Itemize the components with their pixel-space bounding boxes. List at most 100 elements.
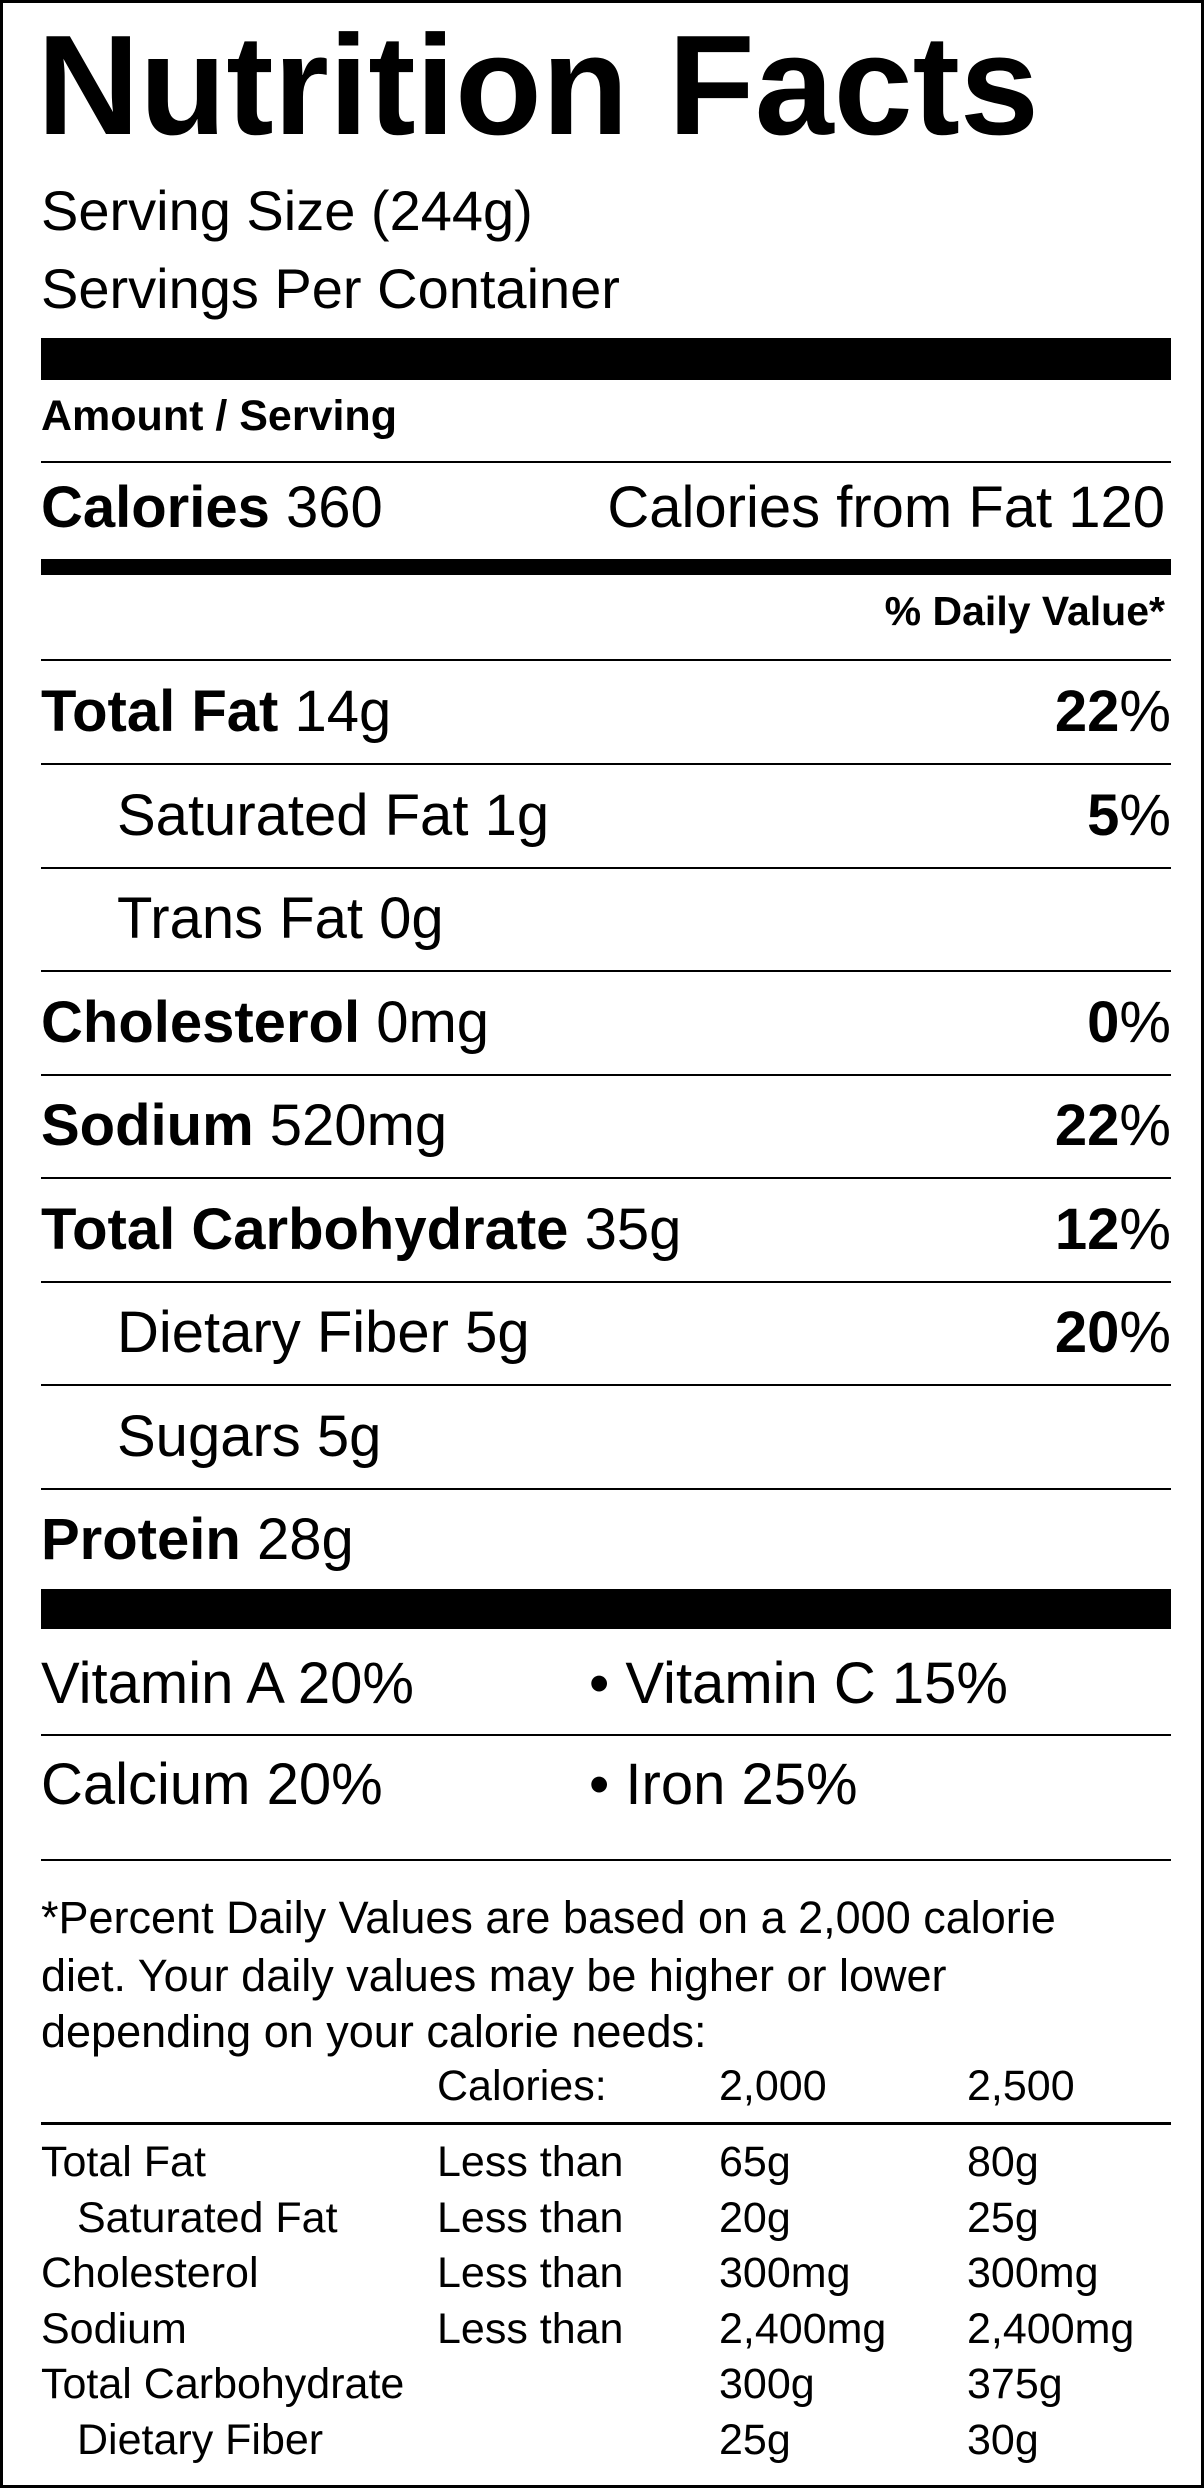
medium-divider — [41, 559, 1171, 575]
divider — [41, 1487, 1171, 1490]
calories-value: 360 — [286, 475, 383, 540]
servings-per-container: Servings Per Container — [41, 257, 620, 320]
divider — [41, 461, 1171, 463]
reference-value-2000: 2,400mg — [719, 2304, 887, 2353]
daily-value-number: 5 — [1087, 782, 1120, 848]
daily-value-number: 22 — [1054, 679, 1120, 744]
percent-sign: % — [1119, 782, 1171, 848]
percent-sign: % — [1119, 1196, 1171, 1262]
footnote-line: *Percent Daily Values are based on a 2,0… — [41, 1892, 1056, 1943]
reference-qualifier: Less than — [437, 2249, 624, 2297]
nutrient-row: Dietary Fiber 5g 20% — [41, 1282, 1171, 1386]
nutrient-label: Sodium 520mg — [41, 1097, 447, 1155]
nutrient-amount: 14g — [294, 679, 392, 744]
divider — [41, 1177, 1171, 1179]
percent-sign: % — [1119, 989, 1171, 1055]
nutrient-label: Cholesterol 0mg — [41, 993, 489, 1052]
daily-value-number: 12 — [1054, 1196, 1120, 1262]
nutrient-row: Total Fat 14g 22% — [41, 661, 1171, 765]
nutrient-name: Trans Fat — [117, 886, 364, 951]
nutrient-amount: 0mg — [376, 989, 490, 1055]
nutrient-amount: 5g — [465, 1300, 530, 1365]
vitamin-c: • Vitamin C 15% — [589, 1651, 1008, 1716]
percent-sign: % — [1119, 679, 1171, 744]
nutrient-name: Sodium — [41, 1093, 254, 1158]
nutrient-amount: 1g — [484, 782, 550, 848]
nutrient-label: Trans Fat 0g — [117, 890, 444, 948]
reference-nutrient: Dietary Fiber — [77, 2415, 324, 2464]
reference-qualifier: Less than — [437, 2193, 624, 2242]
divider — [41, 1734, 1171, 1736]
divider — [41, 2122, 1171, 2125]
divider — [41, 866, 1171, 869]
reference-value-2000: 65g — [719, 2138, 791, 2186]
label-title: Nutrition Facts — [37, 6, 1039, 165]
reference-value-2000: 300g — [719, 2360, 815, 2408]
nutrient-amount: 520mg — [269, 1093, 448, 1158]
nutrient-daily-value: 5% — [1087, 786, 1171, 845]
nutrient-name: Total Fat — [41, 679, 279, 744]
reference-value-2500: 300mg — [967, 2249, 1099, 2297]
reference-header-label: Calories: — [437, 2062, 607, 2110]
reference-nutrient: Sodium — [41, 2304, 187, 2353]
footnote-line: depending on your calorie needs: — [41, 2006, 707, 2057]
daily-value-number: 0 — [1087, 989, 1120, 1055]
daily-value-number: 20 — [1054, 1300, 1120, 1365]
reference-header-2500: 2,500 — [967, 2062, 1075, 2110]
reference-value-2500: 25g — [967, 2193, 1039, 2242]
daily-value-number: 22 — [1054, 1093, 1120, 1158]
divider — [41, 1280, 1171, 1283]
thick-divider — [41, 1589, 1171, 1629]
reference-value-2500: 2,400mg — [967, 2304, 1135, 2353]
nutrient-row: Sugars 5g — [41, 1386, 1171, 1490]
reference-value-2500: 375g — [967, 2360, 1063, 2408]
reference-qualifier: Less than — [437, 2304, 624, 2353]
nutrient-amount: 0g — [379, 886, 444, 951]
nutrient-label: Protein 28g — [41, 1511, 354, 1569]
percent-sign: % — [1119, 1093, 1171, 1158]
reference-qualifier: Less than — [437, 2138, 624, 2186]
divider — [41, 1073, 1171, 1076]
nutrient-label: Dietary Fiber 5g — [117, 1304, 530, 1362]
thick-divider — [41, 338, 1171, 380]
nutrient-amount: 28g — [256, 1507, 354, 1572]
reference-nutrient: Total Carbohydrate — [41, 2360, 405, 2408]
divider — [41, 763, 1171, 765]
reference-value-2000: 20g — [719, 2193, 791, 2242]
nutrient-daily-value: 22% — [1055, 1097, 1171, 1155]
nutrient-daily-value: 22% — [1055, 683, 1171, 741]
nutrient-daily-value: 12% — [1055, 1200, 1171, 1259]
nutrient-name: Total Carbohydrate — [41, 1196, 569, 1262]
reference-value-2000: 300mg — [719, 2249, 851, 2297]
nutrient-row: Total Carbohydrate 35g 12% — [41, 1179, 1171, 1283]
nutrient-row: Trans Fat 0g — [41, 868, 1171, 972]
percent-sign: % — [1119, 1300, 1171, 1365]
reference-value-2000: 25g — [719, 2415, 791, 2464]
nutrient-name: Sugars — [117, 1403, 301, 1469]
nutrient-row: Saturated Fat 1g 5% — [41, 765, 1171, 869]
vitamin-a: Vitamin A 20% — [41, 1651, 414, 1716]
calories-label: Calories — [41, 475, 270, 540]
nutrient-label: Sugars 5g — [117, 1407, 381, 1466]
reference-nutrient: Total Fat — [41, 2138, 206, 2186]
divider — [41, 970, 1171, 972]
divider — [41, 659, 1171, 661]
divider — [41, 1859, 1171, 1861]
reference-value-2500: 30g — [967, 2415, 1039, 2464]
iron: • Iron 25% — [589, 1752, 858, 1817]
calcium: Calcium 20% — [41, 1752, 383, 1817]
nutrient-row: Cholesterol 0mg 0% — [41, 972, 1171, 1076]
reference-nutrient: Cholesterol — [41, 2249, 259, 2297]
nutrient-label: Total Fat 14g — [41, 683, 391, 741]
nutrient-daily-value: 20% — [1055, 1304, 1171, 1362]
nutrient-name: Cholesterol — [41, 989, 361, 1055]
nutrient-label: Total Carbohydrate 35g — [41, 1200, 681, 1259]
amount-per-serving: Amount / Serving — [41, 392, 397, 440]
nutrient-label: Saturated Fat 1g — [117, 786, 549, 845]
nutrient-amount: 5g — [316, 1403, 382, 1469]
nutrient-row: Protein 28g — [41, 1489, 1171, 1593]
calories-row: Calories 360 — [41, 479, 383, 537]
calories-from-fat: Calories from Fat 120 — [607, 475, 1165, 540]
reference-value-2500: 80g — [967, 2138, 1039, 2186]
